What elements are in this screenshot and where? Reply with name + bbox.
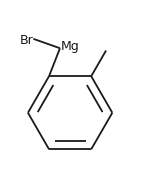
Text: Br: Br xyxy=(19,34,33,47)
Text: Mg: Mg xyxy=(61,40,80,53)
